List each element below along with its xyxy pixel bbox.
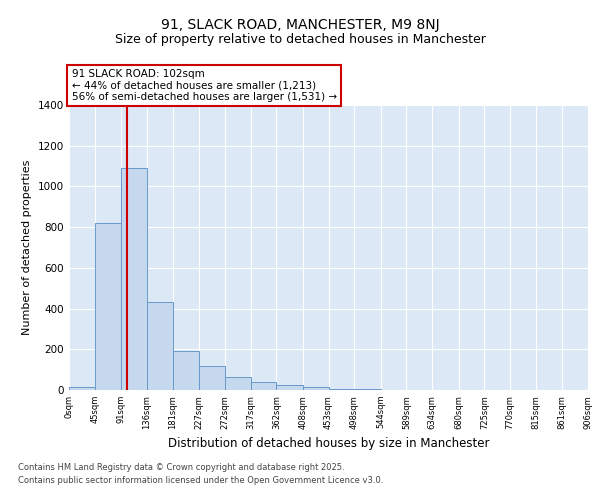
Bar bbox=[95, 223, 121, 390]
Bar bbox=[69, 387, 95, 390]
Text: 91, SLACK ROAD, MANCHESTER, M9 8NJ: 91, SLACK ROAD, MANCHESTER, M9 8NJ bbox=[161, 18, 439, 32]
Bar bbox=[225, 377, 251, 390]
Text: Contains HM Land Registry data © Crown copyright and database right 2025.: Contains HM Land Registry data © Crown c… bbox=[18, 462, 344, 471]
Text: Size of property relative to detached houses in Manchester: Size of property relative to detached ho… bbox=[115, 32, 485, 46]
Text: Contains public sector information licensed under the Open Government Licence v3: Contains public sector information licen… bbox=[18, 476, 383, 485]
Bar bbox=[173, 352, 199, 390]
X-axis label: Distribution of detached houses by size in Manchester: Distribution of detached houses by size … bbox=[168, 437, 489, 450]
Bar bbox=[251, 382, 277, 390]
Text: 91 SLACK ROAD: 102sqm
← 44% of detached houses are smaller (1,213)
56% of semi-d: 91 SLACK ROAD: 102sqm ← 44% of detached … bbox=[71, 69, 337, 102]
Bar bbox=[277, 385, 303, 390]
Bar bbox=[121, 168, 147, 390]
Bar bbox=[303, 387, 329, 390]
Bar bbox=[199, 366, 225, 390]
Bar bbox=[329, 389, 354, 390]
Bar bbox=[147, 302, 173, 390]
Y-axis label: Number of detached properties: Number of detached properties bbox=[22, 160, 32, 335]
